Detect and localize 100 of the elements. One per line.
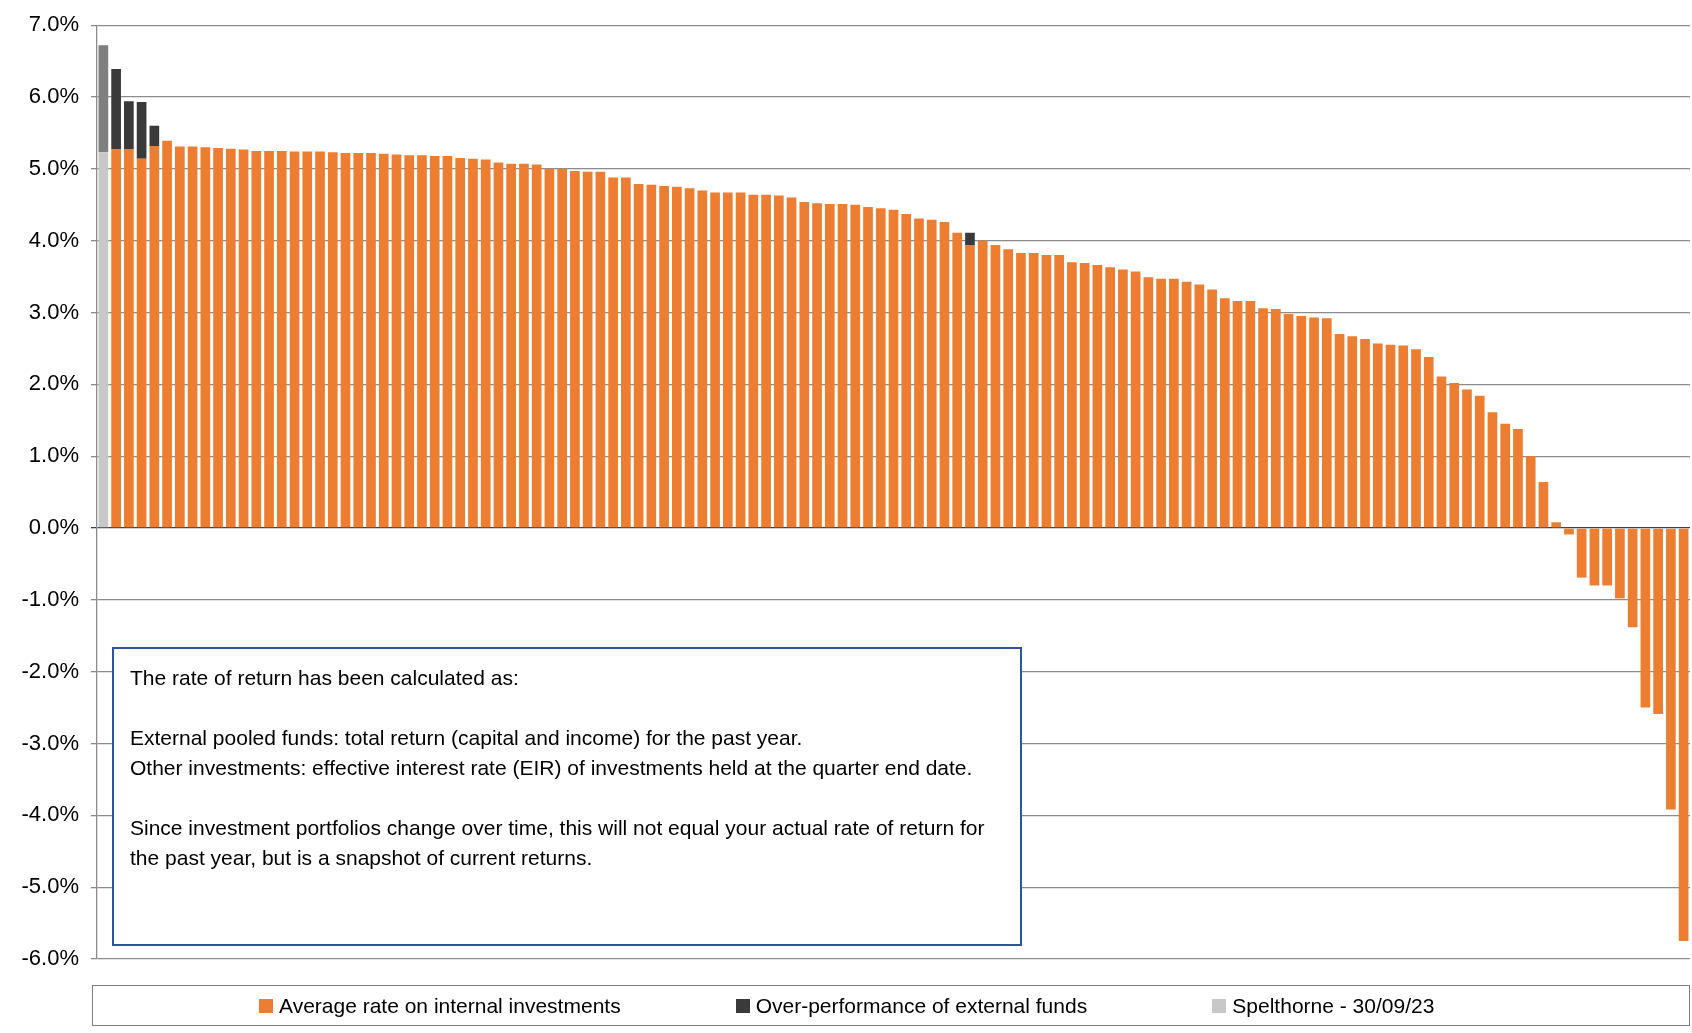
y-tick-label: -1.0% (21, 585, 79, 611)
bar (1232, 301, 1243, 528)
bar (200, 147, 211, 528)
bar (1309, 317, 1319, 528)
y-tick-label: -4.0% (21, 801, 79, 827)
bar (646, 184, 657, 528)
bar (391, 154, 402, 528)
bar (136, 102, 147, 159)
bar (276, 150, 287, 528)
bar (850, 204, 861, 528)
bar (761, 194, 771, 528)
bar (1143, 277, 1154, 528)
bar (442, 155, 453, 528)
bar (875, 208, 886, 528)
bar (1615, 528, 1625, 599)
y-tick-label: 7.0% (28, 11, 79, 37)
bar (1105, 267, 1115, 528)
y-tick-label: 3.0% (28, 298, 79, 324)
bar (633, 183, 644, 528)
bar (1118, 269, 1128, 528)
y-tick-label: 6.0% (28, 83, 79, 109)
bar (149, 145, 160, 528)
bar (404, 155, 415, 528)
bar (621, 177, 631, 528)
bar (965, 232, 975, 245)
bar (429, 155, 440, 528)
bar (1360, 339, 1370, 528)
bar (1385, 344, 1396, 528)
bar (353, 153, 364, 528)
bar (952, 232, 963, 528)
bar (1296, 316, 1307, 528)
bar (965, 245, 975, 528)
bar (595, 171, 606, 528)
bar (1194, 284, 1205, 528)
bar (1054, 255, 1065, 528)
bar (480, 159, 491, 528)
bar (378, 153, 389, 528)
bar (1347, 336, 1358, 528)
bar (111, 149, 121, 528)
legend-label: Average rate on internal investments (279, 993, 621, 1018)
bar (1423, 357, 1434, 528)
bar (213, 148, 223, 528)
bar (1411, 349, 1421, 528)
bar (1169, 278, 1179, 528)
bar (1270, 308, 1281, 528)
bar (468, 158, 478, 528)
bar (1678, 528, 1689, 942)
bar (136, 158, 147, 528)
bar (340, 153, 351, 528)
bar (251, 150, 262, 528)
text-box: The rate of return has been calculated as: External pooled funds: total return (capital and income) for the past year. Other investments: effective interest rate (EIR) of investments held at the quarter end date. Since investment portfolios change over time, this will not equal your actual rate of return for the past year, but is a snapshot of current returns. (112, 647, 1022, 946)
y-tick-label: -2.0% (21, 657, 79, 683)
bar (1576, 528, 1587, 578)
bar (1016, 252, 1026, 528)
bar (519, 163, 529, 528)
bar (1372, 343, 1383, 528)
y-tick-label: -6.0% (21, 945, 79, 971)
bar (977, 240, 988, 528)
bar (98, 152, 109, 528)
y-tick-label: -5.0% (21, 873, 79, 899)
bar (455, 158, 466, 528)
bar (98, 45, 109, 153)
bar (1551, 522, 1562, 528)
bar (837, 204, 848, 528)
bar (812, 203, 822, 528)
bar (1474, 395, 1485, 528)
bar (264, 150, 274, 528)
bar (914, 218, 924, 528)
bar (1653, 528, 1663, 715)
bar (608, 177, 618, 528)
bar (1283, 313, 1294, 528)
bar (174, 146, 185, 528)
bar (748, 194, 759, 528)
bar (888, 209, 899, 528)
bar (1487, 412, 1498, 528)
bar (697, 190, 708, 528)
bar (1258, 308, 1268, 528)
bar (1500, 423, 1511, 528)
bar (939, 222, 950, 528)
bar (289, 151, 300, 528)
bar (1462, 389, 1472, 528)
bar (162, 140, 172, 528)
bar (531, 164, 542, 528)
bar (863, 206, 873, 528)
bar (1525, 456, 1536, 528)
bar (1449, 382, 1460, 528)
bar (124, 149, 134, 528)
bar (302, 151, 313, 528)
bar (417, 155, 427, 528)
bar (926, 219, 937, 528)
bar (710, 192, 720, 528)
bar (901, 214, 912, 528)
bar (1041, 255, 1052, 528)
bar (557, 168, 567, 528)
bar (1181, 281, 1192, 528)
bar (659, 186, 669, 528)
bar (735, 192, 746, 528)
y-tick-label: -3.0% (21, 729, 79, 755)
bar (1156, 278, 1166, 528)
bar (773, 195, 784, 528)
